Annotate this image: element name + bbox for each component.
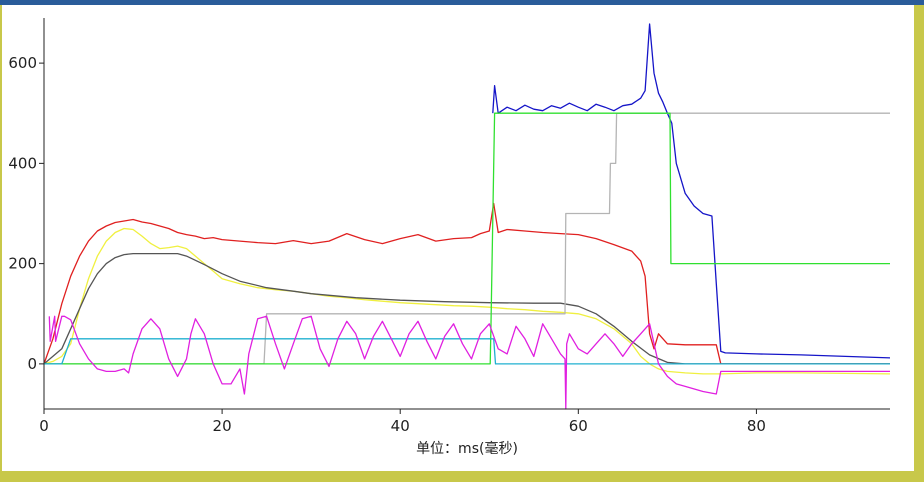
series-line-7 <box>44 338 890 365</box>
x-tick-label: 20 <box>213 417 232 435</box>
window-top-bar <box>0 0 924 5</box>
axes-layer <box>43 18 890 410</box>
frame-border-left <box>0 5 2 482</box>
x-tick-label: 60 <box>569 417 588 435</box>
series-layer <box>43 23 891 410</box>
series-line-1 <box>492 23 891 359</box>
y-tick-label: 400 <box>8 154 37 172</box>
x-tick-label: 80 <box>747 417 766 435</box>
y-tick-label: 0 <box>27 355 37 373</box>
y-tick-label: 200 <box>8 255 37 273</box>
frame-border-bottom <box>0 471 924 482</box>
series-line-4 <box>43 252 890 365</box>
series-line-2 <box>43 202 890 365</box>
series-line-5 <box>44 112 890 365</box>
series-line-8 <box>48 315 890 410</box>
series-line-6 <box>44 112 890 365</box>
frame-border-right <box>914 5 924 482</box>
x-tick-label: 0 <box>39 417 49 435</box>
ticks-layer: 0 20 40 60 80 0 200 400 600 <box>8 54 766 435</box>
x-axis-title: 单位：ms(毫秒) <box>416 440 518 457</box>
x-tick-label: 40 <box>391 417 410 435</box>
y-tick-label: 600 <box>8 54 37 72</box>
